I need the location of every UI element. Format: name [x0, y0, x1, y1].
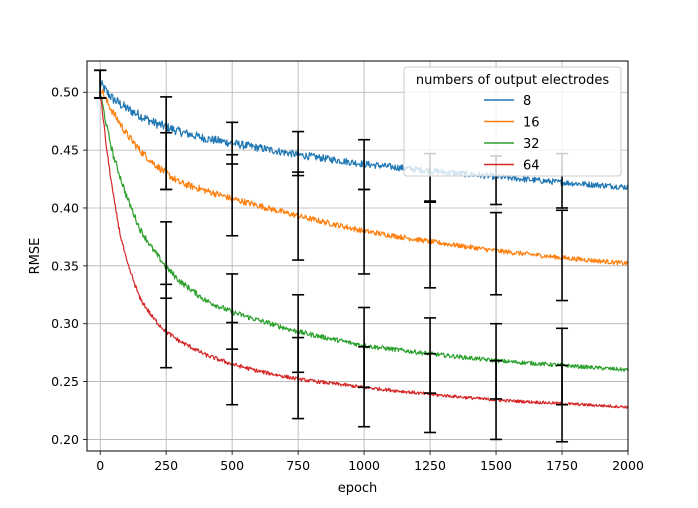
x-tick-label: 1250 [414, 458, 446, 473]
x-tick-label: 1500 [480, 458, 512, 473]
x-tick-label: 1750 [546, 458, 578, 473]
y-tick-label: 0.50 [51, 85, 79, 100]
axis-ticks: 0 250 500 750 1000 1250 1500 1750 2000 0.20 0.25 0.… [51, 85, 644, 473]
legend: numbers of output electrodes 8 16 32 64 [403, 66, 622, 177]
legend-label-16: 16 [523, 116, 540, 131]
y-tick-label: 0.20 [51, 432, 79, 447]
x-tick-label: 0 [96, 458, 104, 473]
legend-label-32: 32 [523, 137, 540, 152]
y-axis-label: RMSE [28, 238, 43, 275]
x-axis-label: epoch [338, 481, 378, 496]
y-tick-label: 0.40 [51, 200, 79, 215]
y-tick-label: 0.35 [51, 258, 79, 273]
y-tick-label: 0.45 [51, 143, 79, 158]
legend-label-8: 8 [523, 94, 531, 109]
x-tick-label: 250 [154, 458, 178, 473]
legend-label-64: 64 [523, 159, 540, 174]
x-tick-label: 2000 [612, 458, 644, 473]
x-tick-label: 750 [286, 458, 310, 473]
legend-title: numbers of output electrodes [416, 73, 609, 88]
x-tick-label: 1000 [348, 458, 380, 473]
y-tick-label: 0.30 [51, 316, 79, 331]
y-tick-label: 0.25 [51, 374, 79, 389]
plot-frame [86, 60, 629, 452]
x-tick-label: 500 [220, 458, 244, 473]
